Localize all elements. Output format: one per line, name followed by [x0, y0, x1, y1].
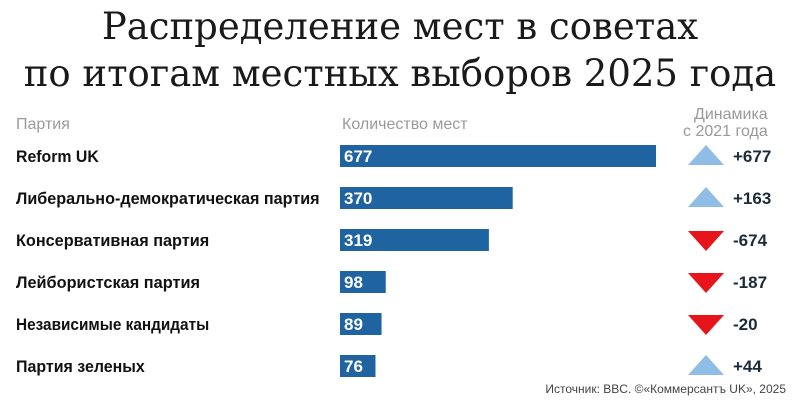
seats-column-header: Количество мест — [342, 116, 468, 133]
bar — [340, 355, 376, 377]
change-label: +163 — [733, 189, 771, 208]
change-label: +44 — [733, 357, 762, 376]
bar — [340, 271, 386, 293]
change-label: -20 — [733, 315, 758, 334]
category-label: Консервативная партия — [16, 231, 209, 250]
party-column-header: Партия — [16, 116, 70, 133]
bar-value-label: 98 — [344, 273, 363, 292]
decrease-triangle-icon — [688, 315, 724, 335]
change-column-header-line-2: с 2021 года — [683, 123, 768, 140]
bar-value-label: 677 — [344, 147, 372, 166]
bar — [340, 145, 656, 167]
bar — [340, 187, 513, 209]
category-label: Либерально-демократическая партия — [16, 189, 320, 208]
change-label: -674 — [733, 231, 768, 250]
decrease-triangle-icon — [688, 231, 724, 251]
chart-title-line-1: Распределение мест в советах — [101, 5, 699, 48]
increase-triangle-icon — [688, 145, 724, 165]
change-label: +677 — [733, 147, 771, 166]
increase-triangle-icon — [688, 355, 724, 375]
chart-title-line-2: по итогам местных выборов 2025 года — [23, 52, 777, 95]
decrease-triangle-icon — [688, 273, 724, 293]
category-label: Партия зеленых — [16, 357, 145, 376]
source-note: Источник: BBC. ©«Коммерсантъ UK», 2025 — [545, 382, 786, 396]
bar — [340, 313, 382, 335]
category-label: Независимые кандидаты — [16, 315, 209, 334]
bar — [340, 229, 489, 251]
increase-triangle-icon — [688, 187, 724, 207]
change-label: -187 — [733, 273, 767, 292]
bar-value-label: 319 — [344, 231, 372, 250]
bar-value-label: 89 — [344, 315, 363, 334]
bar-value-label: 370 — [344, 189, 372, 208]
change-column-header-line-1: Динамика — [694, 106, 768, 123]
bar-value-label: 76 — [344, 357, 363, 376]
category-label: Лейбористская партия — [16, 273, 200, 292]
category-label: Reform UK — [16, 147, 99, 166]
